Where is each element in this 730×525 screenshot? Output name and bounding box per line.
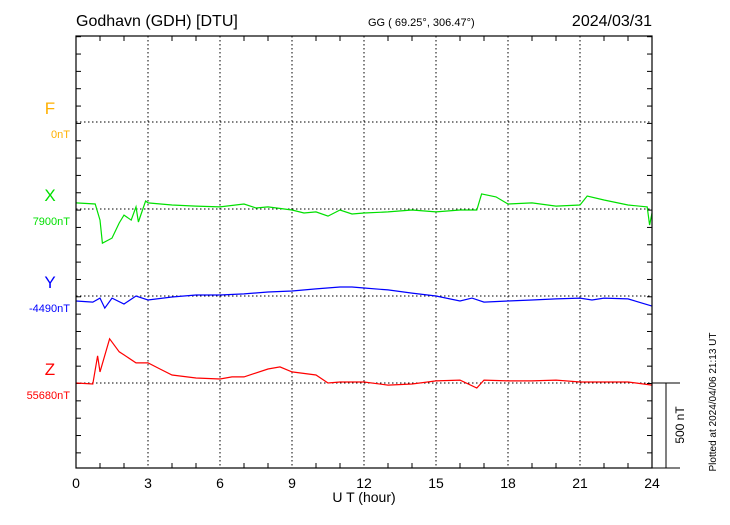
plot-frame [75, 35, 653, 469]
x-tick-label: 9 [288, 475, 296, 491]
x-tick-label: 24 [644, 475, 660, 491]
trace-x [75, 193, 653, 245]
trace-z [75, 337, 653, 389]
plotted-timestamp: Plotted at 2024/04/06 21:13 UT [708, 333, 719, 472]
x-tick-label: 12 [356, 475, 372, 491]
baseline-value-y: -4490nT [29, 303, 70, 315]
baseline-value-f: 0nT [51, 129, 70, 141]
x-tick-label: 6 [216, 475, 224, 491]
x-tick-label: 0 [72, 475, 80, 491]
date-label: 2024/03/31 [572, 13, 652, 30]
component-label-y: Y [44, 273, 55, 292]
x-tick-label: 18 [500, 475, 516, 491]
x-axis-label: U T (hour) [332, 489, 395, 505]
component-label-x: X [44, 186, 55, 205]
station-coords: GG ( 69.25°, 306.47°) [368, 17, 475, 29]
scale-bar-label: 500 nT [673, 406, 687, 444]
trace-y [75, 286, 653, 310]
station-title: Godhavn (GDH) [DTU] [76, 13, 238, 30]
x-tick-label: 3 [144, 475, 152, 491]
x-tick-label: 21 [572, 475, 588, 491]
baseline-value-z: 55680nT [27, 390, 71, 402]
component-label-z: Z [45, 360, 55, 379]
baseline-value-x: 7900nT [33, 216, 71, 228]
component-label-f: F [45, 99, 55, 118]
x-tick-label: 15 [428, 475, 444, 491]
